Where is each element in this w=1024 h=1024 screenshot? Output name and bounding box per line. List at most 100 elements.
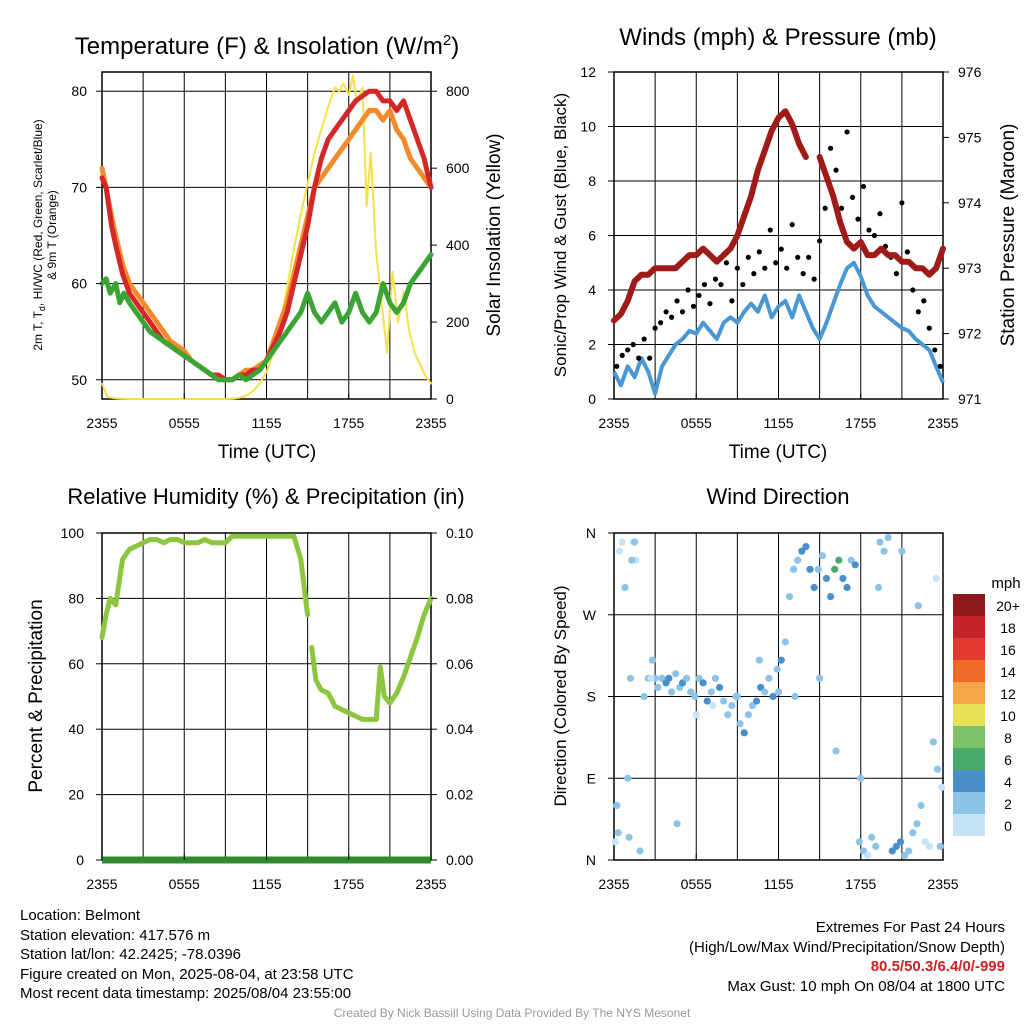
left-tick-label: E — [587, 770, 596, 786]
gust-point — [811, 276, 817, 282]
gust-point — [641, 336, 647, 342]
gust-point — [800, 271, 806, 277]
gust-point — [910, 287, 916, 293]
direction-point — [765, 674, 773, 682]
direction-point — [843, 583, 851, 592]
direction-point — [728, 701, 736, 710]
gust-point — [630, 341, 636, 348]
left-tick-label: 0 — [76, 852, 84, 868]
direction-point — [884, 533, 892, 542]
gust-point — [685, 287, 691, 293]
gust-point — [827, 145, 834, 151]
humidity-ticks: 2355 0555 1155 1755 23550204060801000.000.02… — [61, 525, 474, 892]
gust-point — [778, 246, 784, 252]
direction-point — [814, 565, 822, 573]
gust-point — [652, 325, 658, 331]
right-tick-label: 972 — [958, 326, 982, 342]
direction-point — [744, 711, 752, 719]
gust-point — [690, 303, 697, 309]
direction-point — [773, 665, 781, 673]
gust-point — [838, 205, 845, 211]
wind-direction-points — [611, 533, 946, 860]
right-tick-label: 600 — [446, 160, 470, 176]
dewpt-series-line — [99, 252, 434, 383]
x-tick-label: 1155 — [251, 876, 281, 892]
location-line: Location: Belmont — [20, 907, 141, 924]
gust-point — [679, 309, 686, 315]
gust-point — [701, 281, 708, 288]
legend-color-box — [953, 638, 985, 660]
left-tick-label: 80 — [71, 83, 87, 99]
gust-point — [904, 249, 910, 255]
direction-point — [933, 765, 942, 773]
direction-point — [932, 574, 940, 583]
gust-point — [636, 355, 642, 361]
direction-point — [724, 711, 732, 719]
wind-direction-y-axis-label: Direction (Colored By Speed) — [551, 585, 570, 806]
legend-label: 14 — [1000, 664, 1016, 680]
pressure-series-line — [611, 108, 946, 324]
temperature-y-axis-label: 2m T, Td, HI/WC (Red, Green, Scarlet/Blu… — [31, 119, 47, 350]
gust-point — [718, 281, 724, 288]
direction-point — [636, 847, 644, 855]
direction-point — [936, 842, 944, 850]
gust-point — [806, 254, 812, 260]
winds-y-axis-label: Sonic/Prop Wind & Gust (Blue, Black) — [551, 93, 570, 377]
gust-point — [756, 249, 762, 255]
x-tick-label: 0555 — [681, 415, 712, 431]
left-tick-label: 50 — [71, 372, 87, 388]
left-tick-label: 100 — [61, 525, 85, 541]
x-tick-label: 2355 — [86, 876, 117, 892]
direction-point — [736, 720, 744, 728]
direction-point — [802, 543, 810, 551]
latlon-line: Station lat/lon: 42.2425; -78.0396 — [20, 946, 242, 963]
speed-color-legend: mph 20+ 18 16 14 12 10 8 6 4 2 0 — [953, 575, 1021, 836]
temperature-ticks: 2355 0555 1155 1755 235550607080020040060080… — [71, 83, 469, 431]
x-tick-label: 1755 — [845, 415, 876, 431]
humidity-precip-panel: Relative Humidity (%) & Precipitation (i… — [26, 484, 473, 892]
direction-point — [621, 583, 629, 592]
direction-point — [626, 674, 635, 682]
x-tick-label: 0555 — [169, 415, 200, 431]
direction-point — [752, 697, 761, 705]
right-tick-label: 0.02 — [446, 787, 473, 803]
right-tick-label: 976 — [958, 64, 982, 80]
direction-point — [929, 738, 938, 746]
direction-point — [794, 556, 802, 564]
temperature-grid — [102, 72, 431, 399]
gust-point — [784, 265, 790, 271]
direction-point — [855, 838, 863, 846]
legend-color-box — [953, 682, 985, 704]
direction-point — [857, 774, 865, 782]
wind-series-line — [612, 260, 945, 396]
gust-point — [707, 301, 713, 307]
legend-label: 6 — [1004, 752, 1012, 768]
temperature-x-axis-label: Time (UTC) — [218, 442, 317, 463]
direction-point — [703, 697, 711, 705]
direction-point — [789, 565, 798, 573]
x-tick-label: 1755 — [333, 415, 364, 431]
direction-point — [913, 820, 921, 828]
right-tick-label: 974 — [958, 195, 982, 211]
direction-point — [672, 670, 680, 678]
gust-point — [866, 227, 872, 233]
wind-direction-panel-title: Wind Direction — [706, 484, 849, 509]
direction-point — [839, 574, 847, 583]
direction-point — [868, 833, 876, 841]
credit-line: Created By Nick Bassill Using Data Provi… — [333, 1006, 691, 1020]
gust-point — [668, 314, 675, 320]
figure-created-line: Figure created on Mon, 2025-08-04, at 23… — [20, 965, 354, 983]
x-tick-label: 1755 — [845, 876, 876, 892]
direction-point — [709, 701, 717, 710]
x-tick-label: 1155 — [763, 415, 793, 431]
pressure-y-axis-label: Station Pressure (Maroon) — [998, 124, 1019, 347]
x-tick-label: 2355 — [927, 876, 958, 892]
direction-point — [896, 838, 905, 846]
humidity-y-axis-label: Percent & Precipitation — [26, 599, 47, 792]
direction-point — [624, 774, 632, 782]
left-tick-label: 8 — [588, 173, 596, 189]
direction-point — [707, 688, 715, 696]
extremes-heading: Extremes For Past 24 Hours — [815, 919, 1005, 936]
x-tick-label: 0555 — [681, 876, 712, 892]
